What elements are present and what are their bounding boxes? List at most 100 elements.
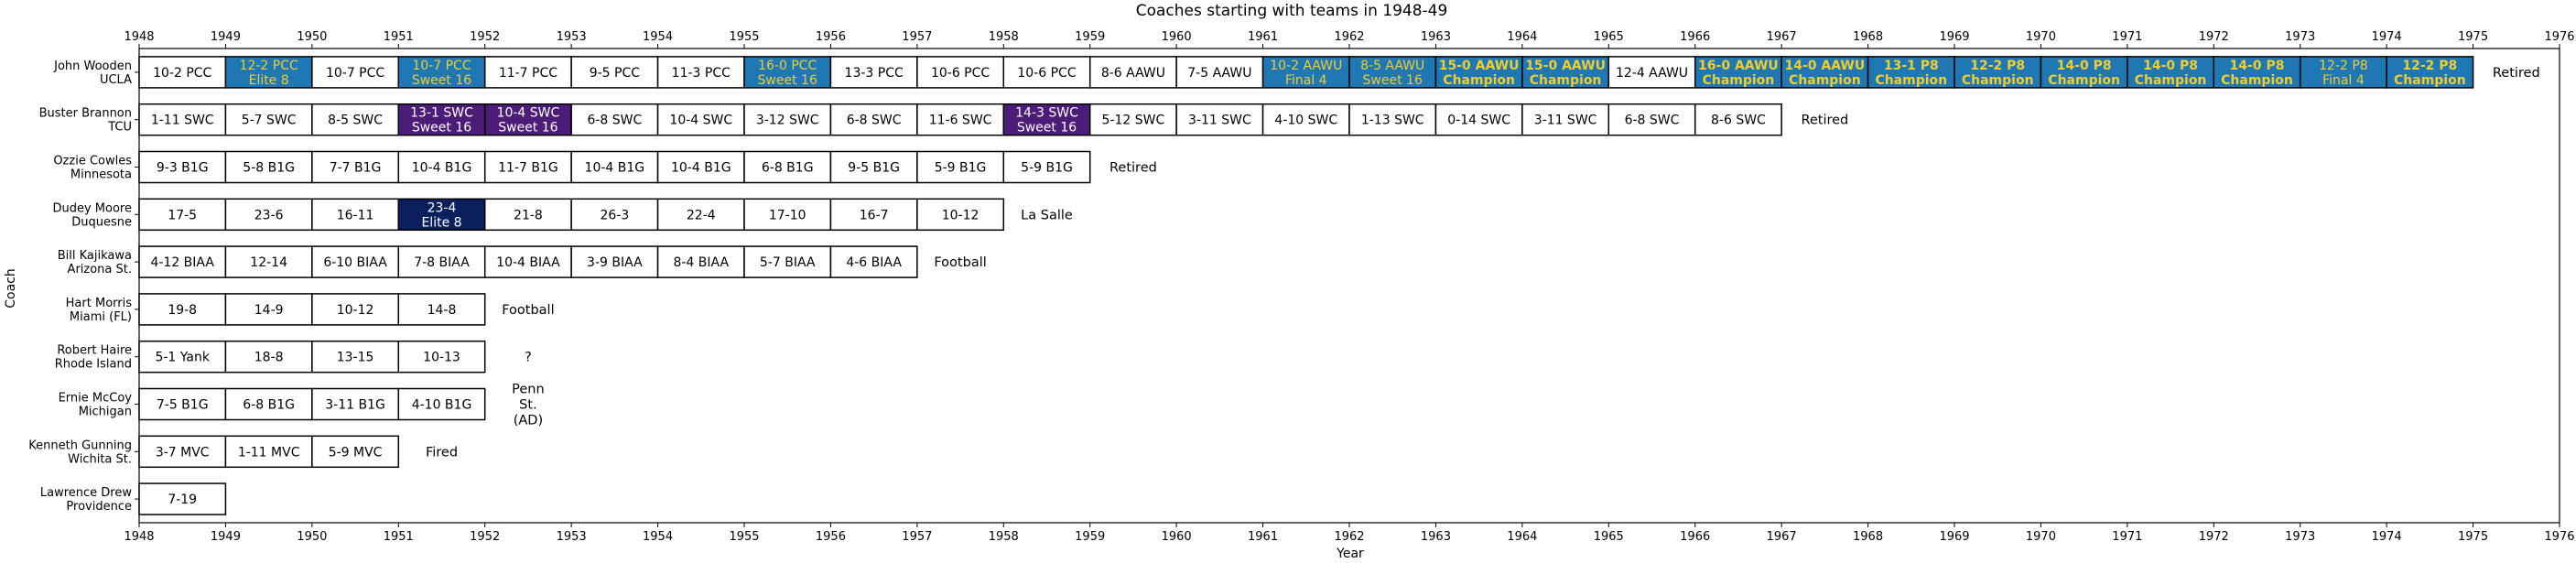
- season-record-label: 10-4 BIAA: [496, 255, 560, 270]
- season-record-label: 14-0 AAWU: [1784, 59, 1865, 73]
- season-record-label: 7-19: [168, 493, 197, 507]
- season-result-label: Champion: [2221, 73, 2293, 88]
- x-tick-label-top: 1961: [1248, 30, 1278, 44]
- x-tick-label-bottom: 1957: [902, 530, 932, 544]
- season-bar: [397, 245, 486, 278]
- season-record-label: 4-12 BIAA: [150, 255, 214, 270]
- x-tick-label-bottom: 1952: [470, 530, 500, 544]
- x-tick-label-bottom: 1963: [1421, 530, 1451, 544]
- season-record-label: 13-1 SWC: [410, 106, 473, 121]
- season-record-label: 17-5: [168, 208, 197, 222]
- x-tick-label-top: 1974: [2372, 30, 2402, 44]
- coach-team-label: Minnesota: [70, 168, 132, 182]
- season-bar: [311, 435, 400, 469]
- coach-team-label: Providence: [66, 500, 132, 514]
- season-record-label: 5-12 SWC: [1102, 114, 1165, 128]
- coach-team-label: Wichita St.: [68, 452, 132, 466]
- x-tick-label-bottom: 1971: [2112, 530, 2142, 544]
- x-tick-label-bottom: 1967: [1767, 530, 1797, 544]
- season-bar: [1348, 103, 1437, 136]
- after-status-label: (AD): [514, 414, 543, 428]
- after-status-label: Retired: [1109, 161, 1157, 176]
- season-bar: [397, 340, 486, 374]
- season-record-label: 10-13: [423, 351, 460, 365]
- season-result-label: Champion: [2135, 73, 2207, 88]
- x-tick-label-bottom: 1951: [384, 530, 414, 544]
- season-bar: [483, 56, 572, 89]
- x-tick-label-bottom: 1955: [729, 530, 759, 544]
- season-record-label: 5-7 BIAA: [760, 255, 816, 270]
- season-bar: [1088, 56, 1177, 89]
- season-result-label: Sweet 16: [758, 73, 817, 88]
- season-result-label: Final 4: [1285, 73, 1327, 88]
- season-result-label: Champion: [1703, 73, 1775, 88]
- x-tick-label-top: 1948: [124, 30, 154, 44]
- season-record-label: 14-8: [428, 303, 457, 318]
- season-bar: [916, 103, 1005, 136]
- coach-name-label: Lawrence Drew: [40, 486, 132, 500]
- coach-name-label: Ozzie Cowles: [53, 155, 132, 168]
- season-bar: [311, 387, 400, 421]
- season-record-label: 12-2 P8: [1970, 59, 2025, 73]
- season-record-label: 7-5 B1G: [157, 398, 209, 413]
- x-axis-label: Year: [1336, 547, 1364, 561]
- season-record-label: 3-7 MVC: [156, 445, 210, 460]
- season-bar: [483, 103, 572, 136]
- season-record-label: 23-6: [254, 208, 284, 222]
- coach-name-label: Bill Kajikawa: [58, 249, 132, 263]
- season-bar: [1434, 56, 1523, 89]
- season-bar: [1002, 150, 1091, 184]
- season-result-label: Champion: [2048, 73, 2120, 88]
- x-tick-label-bottom: 1959: [1075, 530, 1105, 544]
- season-bar: [2299, 56, 2387, 89]
- season-record-label: 3-11 B1G: [325, 398, 385, 413]
- coach-team-label: Rhode Island: [55, 358, 132, 372]
- x-tick-label-bottom: 1964: [1507, 530, 1537, 544]
- season-record-label: 8-6 SWC: [1711, 114, 1766, 128]
- coach-team-label: Miami (FL): [70, 310, 132, 324]
- season-record-label: 11-7 PCC: [499, 66, 557, 81]
- season-record-label: 6-8 SWC: [1625, 114, 1680, 128]
- season-bar: [1348, 56, 1437, 89]
- season-bar: [743, 198, 832, 232]
- season-bar: [1261, 103, 1350, 136]
- season-record-label: 12-2 P8: [2402, 59, 2457, 73]
- season-record-label: 10-4 SWC: [497, 106, 560, 121]
- season-bar: [311, 293, 400, 326]
- season-bar: [138, 103, 227, 136]
- season-record-label: 4-10 B1G: [412, 398, 472, 413]
- season-record-label: 21-8: [514, 208, 543, 222]
- x-tick-label-top: 1962: [1334, 30, 1364, 44]
- season-result-label: Champion: [1789, 73, 1861, 88]
- x-tick-label-top: 1967: [1767, 30, 1797, 44]
- season-bar: [2040, 56, 2128, 89]
- season-record-label: 8-4 BIAA: [673, 255, 729, 270]
- coach-team-label: Duquesne: [71, 215, 132, 229]
- season-record-label: 7-5 AAWU: [1187, 66, 1251, 81]
- x-tick-label-top: 1958: [989, 30, 1019, 44]
- season-bar: [224, 150, 313, 184]
- after-status-label: Fired: [426, 445, 458, 460]
- season-record-label: 12-2 P8: [2319, 59, 2368, 73]
- after-status-label: Football: [934, 255, 986, 270]
- season-result-label: Champion: [1443, 73, 1515, 88]
- x-tick-label-top: 1972: [2199, 30, 2229, 44]
- season-record-label: 3-9 BIAA: [587, 255, 643, 270]
- season-record-label: 16-11: [337, 208, 374, 222]
- season-bar: [1175, 56, 1264, 89]
- season-bar: [570, 150, 659, 184]
- season-record-label: 13-1 P8: [1884, 59, 1939, 73]
- season-bar: [916, 198, 1005, 232]
- x-tick-label-bottom: 1969: [1939, 530, 1969, 544]
- season-result-label: Champion: [1962, 73, 2034, 88]
- x-tick-label-top: 1970: [2026, 30, 2056, 44]
- season-bar: [2213, 56, 2301, 89]
- x-tick-label-bottom: 1974: [2372, 530, 2402, 544]
- after-status-label: Retired: [2493, 66, 2540, 81]
- season-result-label: Champion: [1530, 73, 1602, 88]
- season-record-label: 14-0 P8: [2143, 59, 2198, 73]
- season-bar: [138, 245, 227, 278]
- season-record-label: 6-8 B1G: [243, 398, 295, 413]
- x-tick-label-bottom: 1958: [989, 530, 1019, 544]
- x-tick-label-bottom: 1966: [1680, 530, 1710, 544]
